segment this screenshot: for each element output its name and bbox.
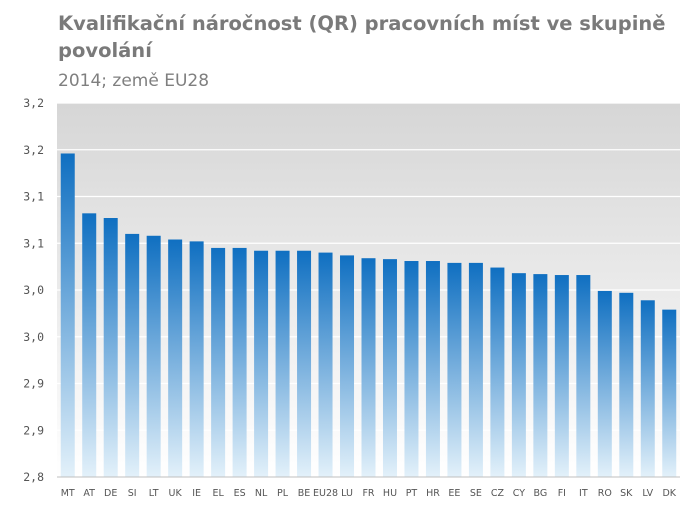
bar-fi (554, 275, 569, 477)
x-tick-label: BG (534, 488, 548, 499)
bar-cz (490, 267, 505, 477)
y-tick-label: 2,9 (23, 377, 44, 391)
bar-pl (275, 250, 290, 477)
bar-hr (425, 261, 440, 477)
y-tick-label: 3,2 (23, 96, 44, 110)
x-tick-label: SI (128, 488, 137, 499)
x-tick-label: LU (341, 488, 353, 499)
y-tick-label: 2,8 (23, 470, 44, 484)
bar-ee (447, 262, 462, 477)
bar-ro (597, 290, 612, 477)
y-tick-label: 3,2 (23, 143, 44, 157)
x-tick-label: HR (426, 488, 440, 499)
bar-nl (254, 250, 269, 477)
x-tick-label: UK (169, 488, 183, 499)
x-tick-label: CZ (491, 488, 505, 499)
x-tick-label: MT (61, 488, 75, 499)
bar-cy (511, 273, 526, 477)
x-tick-label: HU (383, 488, 397, 499)
y-axis-ticks: 2,8 2,9 2,9 3,0 3,0 3,1 3,1 3,2 3,2 (23, 96, 44, 484)
x-tick-label: DE (104, 488, 117, 499)
x-tick-label: SK (620, 488, 633, 499)
x-tick-label: AT (83, 488, 95, 499)
bar-mt (60, 153, 75, 478)
bar-ie (189, 241, 204, 477)
bar-hu (382, 259, 397, 477)
x-tick-label: EU28 (313, 488, 338, 499)
y-tick-label: 3,1 (23, 236, 44, 250)
bar-es (232, 247, 247, 477)
y-tick-label: 3,0 (23, 283, 44, 297)
x-tick-label: PL (277, 488, 289, 499)
bar-de (103, 218, 118, 477)
bar-eu28 (318, 252, 333, 477)
bar-dk (662, 309, 677, 477)
bar-se (468, 262, 483, 477)
bar-si (125, 233, 140, 477)
bar-lu (340, 255, 355, 477)
bar-el (211, 247, 226, 477)
x-tick-label: FR (362, 488, 374, 499)
bar-bg (533, 274, 548, 477)
x-tick-label: LT (149, 488, 159, 499)
x-tick-label: DK (662, 488, 676, 499)
bar-it (576, 275, 591, 477)
bars (60, 153, 677, 478)
y-tick-label: 3,1 (23, 190, 44, 204)
y-tick-label: 2,9 (23, 423, 44, 437)
x-tick-label: EE (448, 488, 460, 499)
x-tick-label: NL (255, 488, 268, 499)
y-tick-label: 3,0 (23, 330, 44, 344)
bar-at (82, 213, 97, 477)
x-tick-label: IE (192, 488, 201, 499)
bar-pt (404, 261, 419, 477)
x-tick-label: SE (470, 488, 482, 499)
bar-fr (361, 258, 376, 477)
x-tick-label: FI (558, 488, 566, 499)
bar-be (297, 250, 312, 477)
x-tick-label: RO (598, 488, 612, 499)
bar-lv (640, 300, 655, 477)
bar-uk (168, 239, 183, 477)
x-tick-label: LV (642, 488, 653, 499)
bar-sk (619, 292, 634, 477)
x-tick-label: ES (234, 488, 246, 499)
x-tick-label: EL (212, 488, 224, 499)
chart-subtitle: 2014; země EU28 (58, 71, 210, 91)
x-tick-label: PT (406, 488, 418, 499)
chart-title: Kvalifikační náročnost (QR) pracovních m… (58, 12, 666, 62)
bar-lt (146, 235, 161, 477)
x-tick-label: BE (298, 488, 311, 499)
x-tick-label: IT (579, 488, 588, 499)
x-axis-ticks: MT AT DE SI LT UK IE EL ES NL PL BE EU28 LU FR HU PT HR EE… (61, 488, 677, 499)
x-tick-label: CY (513, 488, 525, 499)
